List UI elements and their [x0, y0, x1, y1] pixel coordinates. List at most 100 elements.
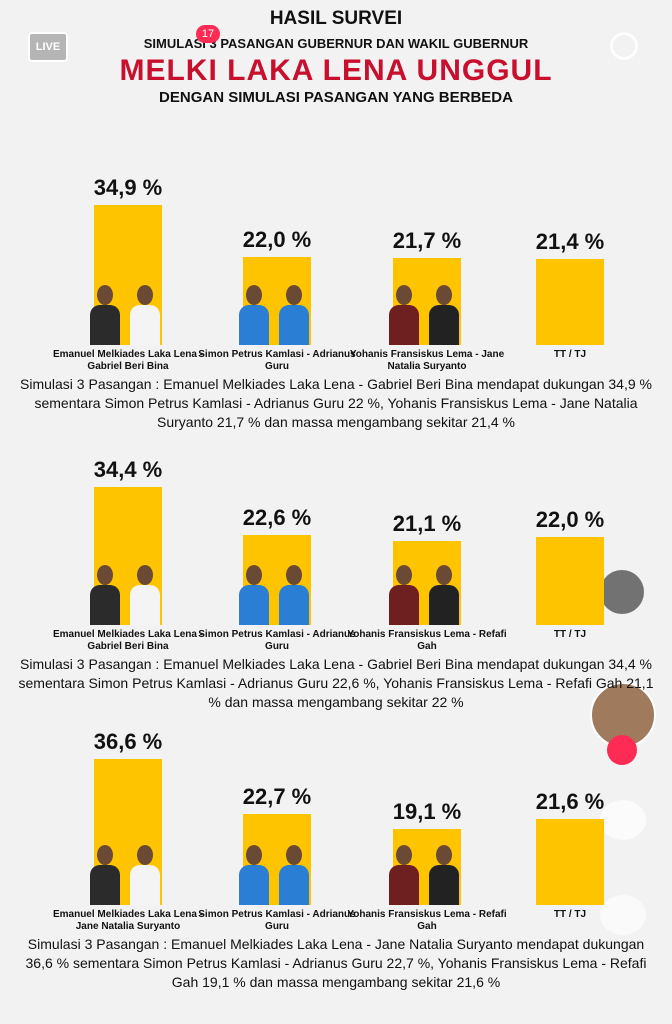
photo-head: [137, 565, 153, 585]
photo-head: [137, 845, 153, 865]
photo-head: [396, 285, 412, 305]
category-label: Emanuel Melkiades Laka Lena - Gabriel Be…: [52, 629, 204, 652]
photo-body: [279, 865, 309, 905]
photo-body: [429, 865, 459, 905]
photo-body: [389, 305, 419, 345]
subtitle: SIMULASI 3 PASANGAN GUBERNUR DAN WAKIL G…: [143, 36, 529, 51]
chart-panel: 34,4 % Emanuel Melkiades Laka Lena - Gabr…: [0, 450, 672, 730]
photo-head: [246, 285, 262, 305]
category-label: Simon Petrus Kamlasi - Adrianus Guru: [198, 909, 356, 932]
photo-head: [286, 845, 302, 865]
value-label: 34,9 %: [93, 175, 163, 201]
category-label: Simon Petrus Kamlasi - Adrianus Guru: [198, 629, 356, 652]
candidate-photo: [279, 565, 309, 625]
notification-badge: 17: [196, 25, 220, 43]
category-label: Yohanis Fransiskus Lema - Refafi Gah: [347, 909, 507, 932]
category-label: Emanuel Melkiades Laka Lena - Jane Natal…: [52, 909, 204, 932]
title: HASIL SURVEI: [269, 8, 403, 29]
photo-head: [137, 285, 153, 305]
candidate-photo: [429, 565, 459, 625]
value-label: 21,1 %: [392, 510, 462, 536]
photo-body: [130, 585, 160, 625]
category-label: Yohanis Fransiskus Lema - Jane Natalia S…: [349, 349, 505, 372]
candidate-photo: [239, 285, 269, 345]
bar: [536, 537, 604, 625]
photo-head: [286, 285, 302, 305]
value-label: 21,7 %: [392, 228, 462, 254]
value-label: 36,6 %: [93, 728, 163, 754]
candidate-photo: [389, 845, 419, 905]
candidate-photo: [239, 845, 269, 905]
category-label: TT / TJ: [553, 349, 587, 360]
candidate-photo: [389, 285, 419, 345]
photo-body: [90, 585, 120, 625]
chart-panel: 34,9 % Emanuel Melkiades Laka Lena - Gabr…: [0, 170, 672, 450]
caption: Simulasi 3 Pasangan : Emanuel Melkiades …: [18, 656, 654, 710]
bar: [536, 818, 604, 905]
photo-head: [436, 845, 452, 865]
photo-body: [239, 865, 269, 905]
tagline: DENGAN SIMULASI PASANGAN YANG BERBEDA: [159, 89, 513, 106]
photo-body: [429, 585, 459, 625]
photo-body: [239, 585, 269, 625]
candidate-photo: [90, 285, 120, 345]
photo-body: [429, 305, 459, 345]
photo-body: [389, 585, 419, 625]
photo-head: [436, 285, 452, 305]
candidate-photo: [429, 285, 459, 345]
bar: [536, 259, 604, 345]
candidate-photo: [429, 845, 459, 905]
avatar[interactable]: [590, 682, 656, 748]
candidate-photo: [130, 565, 160, 625]
headline: MELKI LAKA LENA UNGGUL: [119, 54, 553, 87]
photo-head: [396, 565, 412, 585]
value-label: 22,7 %: [242, 784, 312, 810]
photo-body: [389, 865, 419, 905]
chart-panel: 36,6 % Emanuel Melkiades Laka Lena - Jane…: [0, 728, 672, 1010]
category-label: TT / TJ: [553, 629, 587, 640]
value-label: 21,4 %: [535, 229, 605, 255]
search-icon[interactable]: [610, 32, 638, 60]
candidate-photo: [279, 285, 309, 345]
photo-head: [436, 565, 452, 585]
value-label: 34,4 %: [93, 457, 163, 483]
category-label: Simon Petrus Kamlasi - Adrianus Guru: [198, 349, 356, 372]
candidate-photo: [90, 845, 120, 905]
candidate-photo: [130, 285, 160, 345]
photo-head: [246, 845, 262, 865]
photo-body: [239, 305, 269, 345]
comment-button[interactable]: [600, 895, 646, 935]
photo-body: [130, 865, 160, 905]
live-button[interactable]: LIVE: [28, 32, 68, 62]
like-button[interactable]: [600, 800, 646, 840]
photo-body: [130, 305, 160, 345]
caption: Simulasi 3 Pasangan : Emanuel Melkiades …: [20, 376, 652, 430]
photo-body: [279, 305, 309, 345]
candidate-photo: [130, 845, 160, 905]
follow-button[interactable]: [607, 735, 637, 765]
value-label: 19,1 %: [392, 798, 462, 824]
category-label: Yohanis Fransiskus Lema - Refafi Gah: [347, 629, 507, 652]
photo-body: [279, 585, 309, 625]
photo-head: [396, 845, 412, 865]
caption: Simulasi 3 Pasangan : Emanuel Melkiades …: [25, 936, 647, 990]
candidate-photo: [239, 565, 269, 625]
candidate-photo: [90, 565, 120, 625]
photo-body: [90, 865, 120, 905]
photo-head: [97, 845, 113, 865]
candidate-photo: [389, 565, 419, 625]
value-label: 22,0 %: [535, 507, 605, 532]
candidate-photo: [279, 845, 309, 905]
flag-button[interactable]: [600, 570, 644, 614]
photo-body: [90, 305, 120, 345]
value-label: 22,0 %: [242, 227, 312, 252]
photo-head: [246, 565, 262, 585]
photo-head: [97, 565, 113, 585]
photo-head: [97, 285, 113, 305]
photo-head: [286, 565, 302, 585]
value-label: 22,6 %: [242, 504, 312, 530]
category-label: Emanuel Melkiades Laka Lena - Gabriel Be…: [52, 349, 204, 372]
category-label: TT / TJ: [553, 909, 587, 920]
value-label: 21,6 %: [535, 788, 605, 814]
